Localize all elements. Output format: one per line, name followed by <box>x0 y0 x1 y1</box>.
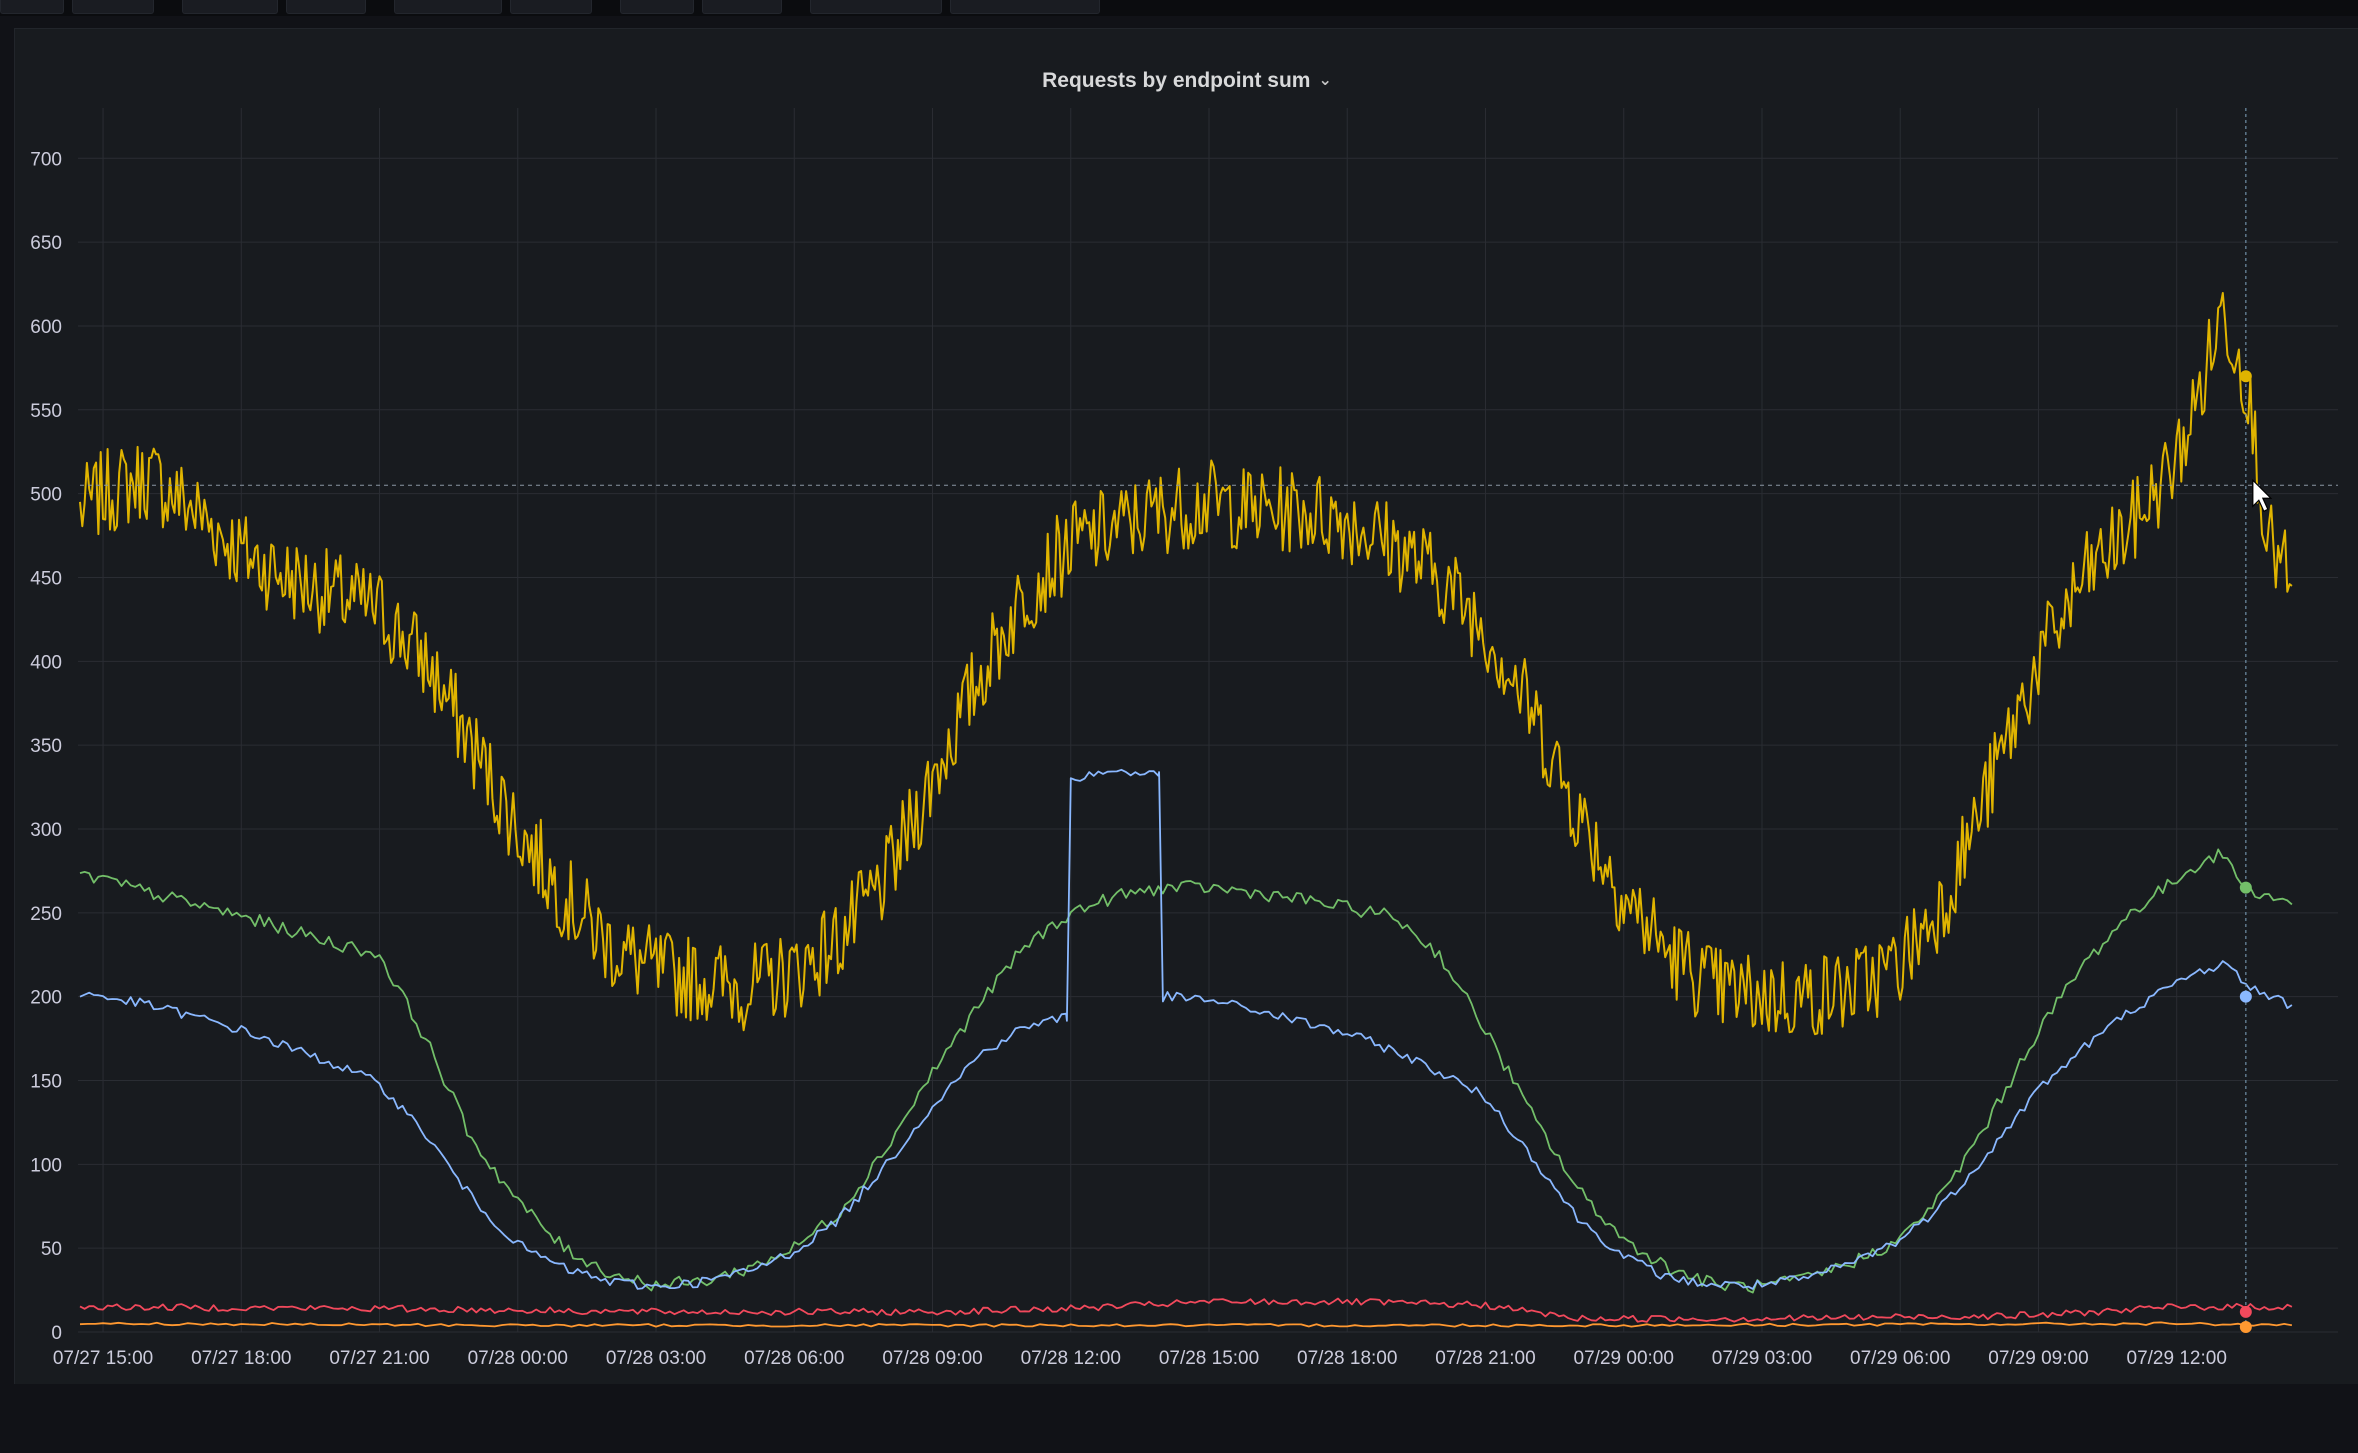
x-tick-label: 07/28 06:00 <box>744 1348 844 1369</box>
y-tick-label: 300 <box>30 820 62 841</box>
x-tick-label: 07/29 03:00 <box>1712 1348 1812 1369</box>
dashboard-background <box>0 1384 2358 1453</box>
toolbar-button[interactable] <box>182 0 278 14</box>
x-tick-label: 07/28 09:00 <box>882 1348 982 1369</box>
toolbar-button[interactable] <box>810 0 942 14</box>
panel-title[interactable]: Requests by endpoint sum ⌄ <box>15 69 2358 93</box>
dashboard-toolbar <box>0 0 2358 16</box>
y-tick-label: 350 <box>30 736 62 757</box>
x-tick-label: 07/27 15:00 <box>53 1348 153 1369</box>
series-line-1 <box>79 848 2293 1294</box>
series-line-3 <box>79 1297 2293 1323</box>
x-tick-label: 07/28 12:00 <box>1021 1348 1121 1369</box>
x-tick-label: 07/28 21:00 <box>1435 1348 1535 1369</box>
hover-point-marker <box>2239 370 2252 383</box>
series-line-4 <box>79 1321 2293 1328</box>
x-tick-label: 07/27 18:00 <box>191 1348 291 1369</box>
series-line-0 <box>79 292 2293 1036</box>
toolbar-button[interactable] <box>702 0 782 14</box>
toolbar-button[interactable] <box>510 0 592 14</box>
x-tick-label: 07/28 18:00 <box>1297 1348 1397 1369</box>
series-line-2 <box>79 768 2293 1290</box>
hover-point-marker <box>2239 1305 2252 1318</box>
x-tick-label: 07/29 09:00 <box>1988 1348 2088 1369</box>
x-tick-label: 07/28 03:00 <box>606 1348 706 1369</box>
y-tick-label: 700 <box>30 149 62 170</box>
y-tick-label: 200 <box>30 988 62 1009</box>
y-tick-label: 250 <box>30 904 62 925</box>
y-tick-label: 500 <box>30 485 62 506</box>
y-tick-label: 400 <box>30 652 62 673</box>
y-tick-label: 0 <box>51 1323 62 1344</box>
x-tick-label: 07/28 15:00 <box>1159 1348 1259 1369</box>
y-tick-label: 100 <box>30 1155 62 1176</box>
x-tick-label: 07/28 00:00 <box>468 1348 568 1369</box>
hover-point-marker <box>2239 881 2252 894</box>
y-tick-label: 550 <box>30 401 62 422</box>
toolbar-button[interactable] <box>620 0 694 14</box>
x-tick-label: 07/29 00:00 <box>1574 1348 1674 1369</box>
hover-point-marker <box>2239 1320 2252 1333</box>
toolbar-button[interactable] <box>286 0 366 14</box>
toolbar-button[interactable] <box>72 0 154 14</box>
x-tick-label: 07/29 06:00 <box>1850 1348 1950 1369</box>
x-tick-label: 07/29 12:00 <box>2127 1348 2227 1369</box>
graph-panel: Requests by endpoint sum ⌄ <box>14 28 2358 1385</box>
toolbar-button[interactable] <box>950 0 1100 14</box>
y-tick-label: 150 <box>30 1071 62 1092</box>
y-tick-label: 50 <box>41 1239 62 1260</box>
x-tick-label: 07/27 21:00 <box>329 1348 429 1369</box>
chevron-down-icon[interactable]: ⌄ <box>1318 72 1332 89</box>
toolbar-button[interactable] <box>394 0 502 14</box>
y-tick-label: 650 <box>30 233 62 254</box>
hover-point-marker <box>2239 990 2252 1003</box>
y-tick-label: 450 <box>30 568 62 589</box>
panel-title-text[interactable]: Requests by endpoint sum <box>1042 69 1311 92</box>
toolbar-button[interactable] <box>0 0 64 14</box>
mouse-pointer-icon <box>2252 478 2273 513</box>
y-tick-label: 600 <box>30 317 62 338</box>
